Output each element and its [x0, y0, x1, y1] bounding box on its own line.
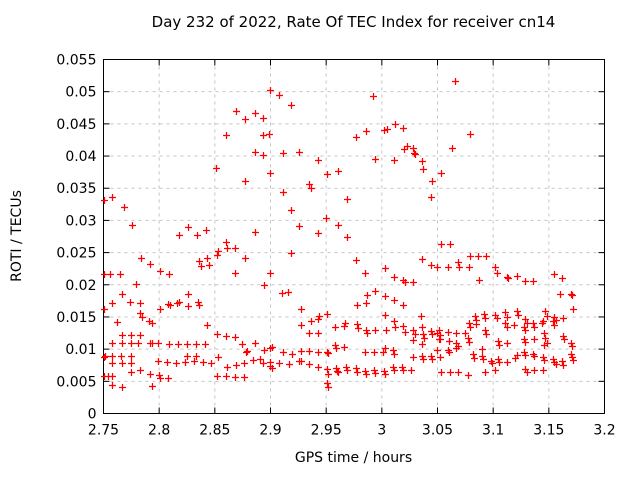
svg-text:3.2: 3.2 — [593, 423, 615, 439]
svg-text:0.045: 0.045 — [56, 117, 96, 133]
svg-text:3: 3 — [377, 423, 386, 439]
svg-text:0.025: 0.025 — [56, 246, 96, 262]
svg-text:0.03: 0.03 — [65, 213, 96, 229]
svg-text:0.015: 0.015 — [56, 310, 96, 326]
svg-text:0.01: 0.01 — [65, 342, 96, 358]
svg-text:3.15: 3.15 — [533, 423, 564, 439]
svg-text:0.02: 0.02 — [65, 278, 96, 294]
svg-text:2.8: 2.8 — [148, 423, 170, 439]
svg-text:2.85: 2.85 — [199, 423, 230, 439]
svg-text:0.005: 0.005 — [56, 374, 96, 390]
svg-text:2.75: 2.75 — [88, 423, 119, 439]
x-axis-label: GPS time / hours — [294, 450, 413, 466]
chart-title: Day 232 of 2022, Rate Of TEC Index for r… — [151, 13, 556, 31]
svg-text:0.035: 0.035 — [56, 181, 96, 197]
svg-text:2.9: 2.9 — [259, 423, 281, 439]
svg-text:3.1: 3.1 — [482, 423, 504, 439]
svg-text:3.05: 3.05 — [422, 423, 453, 439]
svg-text:0: 0 — [88, 407, 97, 423]
data-points — [101, 78, 577, 391]
svg-text:0.04: 0.04 — [65, 149, 96, 165]
svg-text:0.05: 0.05 — [65, 85, 96, 101]
svg-text:0.055: 0.055 — [56, 53, 96, 69]
svg-text:2.95: 2.95 — [311, 423, 342, 439]
